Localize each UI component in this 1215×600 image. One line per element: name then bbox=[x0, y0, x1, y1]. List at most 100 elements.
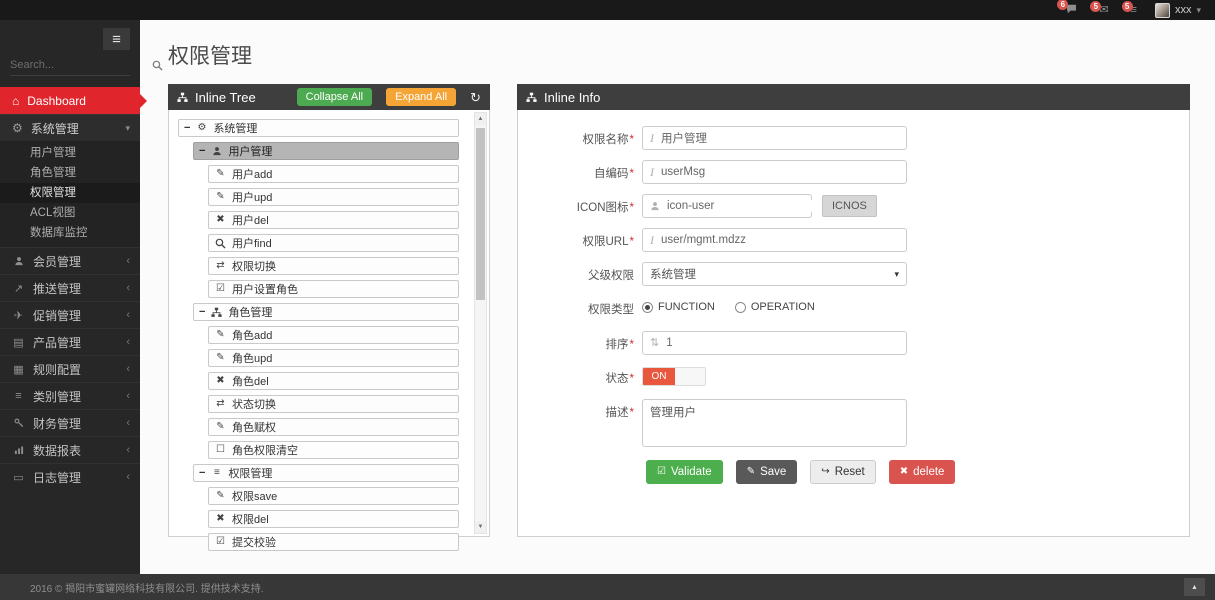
panel-title: Inline Info bbox=[544, 89, 601, 105]
tree-row[interactable]: ⇄ 权限切换 bbox=[208, 257, 459, 275]
tree-row[interactable]: − 角色管理 bbox=[193, 303, 459, 321]
tree-row[interactable]: − ≡ 权限管理 bbox=[193, 464, 459, 482]
tree-row[interactable]: ✎ 角色add bbox=[208, 326, 459, 344]
sidebar-subitem-数据库监控[interactable]: 数据库监控 bbox=[30, 227, 88, 239]
sitemap-icon bbox=[210, 307, 223, 318]
refresh-icon[interactable]: ↻ bbox=[470, 89, 481, 105]
validate-button[interactable]: ☑ Validate bbox=[646, 460, 723, 484]
selected-option: 系统管理 bbox=[650, 269, 696, 281]
sidebar-subitem-ACL视图[interactable]: ACL视图 bbox=[30, 207, 76, 219]
search-input[interactable] bbox=[10, 59, 152, 71]
scrollbar-thumb[interactable] bbox=[476, 128, 485, 300]
tree-row-label: 提交校验 bbox=[232, 537, 276, 549]
tree-row[interactable]: ✎ 角色upd bbox=[208, 349, 459, 367]
close-icon: ✖ bbox=[216, 375, 225, 386]
sidebar-item-label: 系统管理 bbox=[30, 121, 79, 136]
radio-operation[interactable]: OPERATION bbox=[734, 301, 815, 313]
tree-row[interactable]: ☑ 提交校验 bbox=[208, 533, 459, 551]
permission-url-input[interactable] bbox=[661, 234, 899, 246]
reset-button[interactable]: ↪ Reset bbox=[810, 460, 876, 484]
sidebar-toggle-button[interactable]: ≡ bbox=[103, 28, 130, 50]
description-textarea[interactable]: 管理用户 bbox=[642, 399, 907, 447]
notification-tasks[interactable]: ≡ 5 bbox=[1121, 0, 1137, 16]
permission-icon-input[interactable] bbox=[667, 200, 821, 212]
search-icon[interactable] bbox=[152, 60, 163, 71]
permission-code-input[interactable] bbox=[661, 166, 899, 178]
sidebar-item-财务管理[interactable]: 财务管理 ‹ bbox=[0, 409, 140, 436]
sidebar-item-日志管理[interactable]: ▭ 日志管理 ‹ bbox=[0, 463, 140, 490]
sidebar-item-推送管理[interactable]: ↗ 推送管理 ‹ bbox=[0, 274, 140, 301]
sidebar-subitem-用户管理[interactable]: 用户管理 bbox=[30, 147, 76, 159]
main-content: 权限管理 Inline Tree Collapse All Expand All… bbox=[140, 20, 1215, 600]
parent-permission-select[interactable]: 系统管理 ▾ bbox=[642, 262, 907, 286]
sort-input[interactable] bbox=[666, 337, 899, 349]
scroll-to-top-button[interactable]: ▲ bbox=[1184, 578, 1205, 596]
sidebar-item-dashboard[interactable]: ⌂ Dashboard bbox=[0, 87, 147, 114]
promo-icon: ✈ bbox=[13, 309, 24, 322]
tree-row[interactable]: − ⚙ 系统管理 bbox=[178, 119, 459, 137]
check-square-icon: ☑ bbox=[216, 536, 225, 547]
close-icon: ✖ bbox=[216, 513, 225, 524]
collapse-expander-icon[interactable]: − bbox=[184, 121, 191, 134]
sidebar-item-类别管理[interactable]: ≡ 类别管理 ‹ bbox=[0, 382, 140, 409]
sidebar-submenu: 用户管理角色管理权限管理 ACL视图数据库监控 bbox=[0, 141, 140, 247]
user-icon bbox=[210, 146, 223, 156]
user-menu[interactable]: xxx ▾ bbox=[1154, 2, 1201, 18]
tree-row[interactable]: ✎ 权限save bbox=[208, 487, 459, 505]
hamburger-icon: ≡ bbox=[112, 30, 121, 48]
tasks-icon: ≡ bbox=[1130, 3, 1137, 16]
tree-row[interactable]: − 用户管理 bbox=[193, 142, 459, 160]
permission-name-input[interactable] bbox=[661, 132, 899, 144]
notification-bubble[interactable]: 6 bbox=[1057, 0, 1077, 17]
scroll-up-arrow[interactable]: ▲ bbox=[475, 113, 486, 125]
tree-scrollbar[interactable]: ▲ ▼ bbox=[474, 112, 487, 534]
expand-all-button[interactable]: Expand All bbox=[386, 88, 457, 106]
chevron-left-icon: ‹ bbox=[126, 417, 130, 429]
field-label-status: 状态 bbox=[522, 365, 634, 386]
tree-row[interactable]: ✎ 用户upd bbox=[208, 188, 459, 206]
sidebar-item-system[interactable]: ⚙ 系统管理 ▾ bbox=[0, 114, 140, 141]
chevron-left-icon: ‹ bbox=[126, 444, 130, 456]
radio-function[interactable]: FUNCTION bbox=[642, 301, 715, 313]
tree-row[interactable]: ✖ 角色del bbox=[208, 372, 459, 390]
tree-row[interactable]: ✖ 权限del bbox=[208, 510, 459, 528]
top-navbar: 6 ✉ 5 ≡ 5 xxx ▾ bbox=[0, 0, 1215, 20]
tree-row-label: 状态切换 bbox=[232, 399, 276, 411]
tree-row[interactable]: ✎ 角色赋权 bbox=[208, 418, 459, 436]
tree-row[interactable]: ☐ 角色权限清空 bbox=[208, 441, 459, 459]
tree-row[interactable]: ✎ 用户add bbox=[208, 165, 459, 183]
notification-badge: 6 bbox=[1057, 0, 1069, 10]
notification-envelope[interactable]: ✉ 5 bbox=[1090, 0, 1109, 16]
delete-button[interactable]: ✖ delete bbox=[888, 460, 956, 484]
sidebar-item-数据报表[interactable]: 数据报表 ‹ bbox=[0, 436, 140, 463]
tree-row[interactable]: ⇄ 状态切换 bbox=[208, 395, 459, 413]
tree-row-label: 用户add bbox=[232, 169, 273, 181]
button-label: Reset bbox=[834, 466, 865, 478]
sidebar-subitem-权限管理[interactable]: 权限管理 bbox=[0, 183, 140, 203]
sidebar-item-促销管理[interactable]: ✈ 促销管理 ‹ bbox=[0, 301, 140, 328]
tree-row-label: 角色赋权 bbox=[232, 422, 276, 434]
collapse-expander-icon[interactable]: − bbox=[199, 305, 206, 318]
tree-row[interactable]: ✖ 用户del bbox=[208, 211, 459, 229]
sidebar-subitem-角色管理[interactable]: 角色管理 bbox=[30, 167, 76, 179]
page-title: 权限管理 bbox=[168, 45, 252, 68]
tree-row[interactable]: ☑ 用户设置角色 bbox=[208, 280, 459, 298]
icnos-button[interactable]: ICNOS bbox=[822, 195, 877, 217]
status-toggle[interactable]: ON bbox=[642, 367, 706, 386]
rules-icon: ▦ bbox=[13, 363, 24, 376]
sidebar-item-会员管理[interactable]: 会员管理 ‹ bbox=[0, 247, 140, 274]
collapse-expander-icon[interactable]: − bbox=[199, 144, 206, 157]
collapse-expander-icon[interactable]: − bbox=[199, 466, 206, 479]
sidebar-menu: 会员管理 ‹ ↗ 推送管理 ‹ ✈ 促销管理 ‹ ▤ 产品管理 ‹ ▦ 规则配置 ‹ ≡ 类别管理 ‹ 财务管理 ‹… bbox=[0, 247, 140, 490]
scroll-down-arrow[interactable]: ▼ bbox=[475, 521, 486, 533]
sidebar-item-产品管理[interactable]: ▤ 产品管理 ‹ bbox=[0, 328, 140, 355]
chevron-left-icon: ‹ bbox=[126, 390, 130, 402]
sidebar-item-规则配置[interactable]: ▦ 规则配置 ‹ bbox=[0, 355, 140, 382]
collapse-all-button[interactable]: Collapse All bbox=[296, 88, 373, 106]
tree-row[interactable]: 用户find bbox=[208, 234, 459, 252]
permission-tree: − ⚙ 系统管理 − 用户管理 ✎ 用户add ✎ 用户upd ✖ 用户del 用户find ⇄ 权限切换… bbox=[169, 110, 489, 556]
button-label: Validate bbox=[670, 466, 712, 478]
chevron-down-icon: ▾ bbox=[894, 268, 899, 279]
save-button[interactable]: ✎ Save bbox=[735, 460, 798, 484]
